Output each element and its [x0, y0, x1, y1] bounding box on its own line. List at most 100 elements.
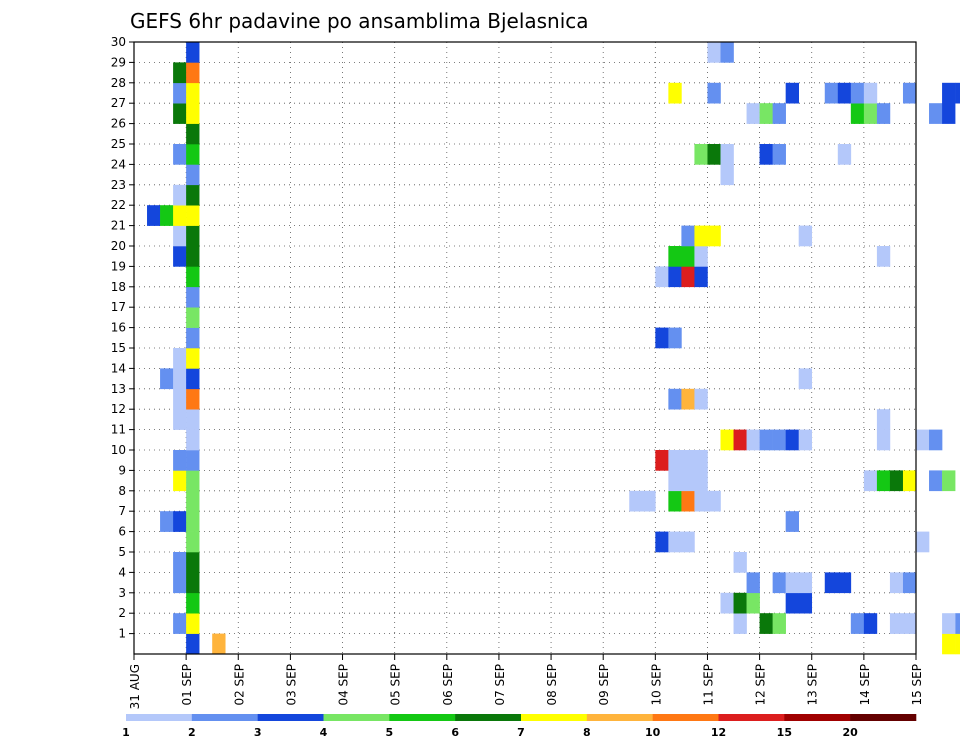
heatmap-cell: [876, 470, 891, 492]
heatmap-cell: [173, 409, 187, 430]
heatmap-cell: [824, 82, 839, 104]
heatmap-cell: [733, 552, 747, 573]
heatmap-cell: [173, 552, 187, 573]
heatmap-cell: [707, 42, 721, 63]
heatmap-cell: [668, 266, 682, 288]
y-tick-label: 30: [111, 35, 126, 49]
grid-lines: [134, 42, 916, 654]
x-tick-label: 05 SEP: [389, 664, 403, 706]
heatmap-cell: [942, 103, 956, 124]
chart-title: GEFS 6hr padavine po ansamblima Bjelasni…: [130, 9, 589, 33]
heatmap-cell: [186, 511, 200, 532]
heatmap-cell: [186, 62, 200, 84]
heatmap-cell: [173, 184, 187, 206]
y-tick-label: 26: [111, 117, 126, 131]
heatmap-cell: [707, 490, 721, 512]
heatmap-cell: [681, 246, 695, 267]
heatmap-cell: [186, 123, 200, 145]
x-tick-label: 03 SEP: [284, 664, 298, 706]
heatmap-cell: [694, 266, 708, 288]
heatmap-cell: [212, 633, 226, 655]
heatmap-cell: [955, 82, 960, 104]
heatmap-cell: [681, 225, 695, 247]
heatmap-cell: [694, 470, 708, 492]
y-tick-label: 6: [118, 525, 126, 539]
heatmap-cell: [733, 613, 747, 634]
y-tick-label: 1: [118, 627, 126, 641]
heatmap-cell: [186, 246, 200, 267]
colorbar-segment: [191, 714, 258, 721]
heatmap-cell: [785, 82, 799, 104]
colorbar-tick-label: 7: [517, 726, 525, 739]
x-tick-label: 15 SEP: [910, 664, 924, 706]
heatmap-cell: [186, 164, 200, 186]
heatmap-cell: [850, 103, 865, 124]
heatmap-cell: [772, 144, 786, 165]
heatmap-cell: [707, 82, 721, 104]
heatmap-cell: [785, 572, 799, 594]
heatmap-cell: [186, 144, 200, 165]
heatmap-cell: [902, 470, 917, 492]
heatmap-cell: [876, 103, 891, 124]
heatmap-cell: [173, 82, 187, 104]
x-tick-label: 11 SEP: [701, 664, 715, 706]
heatmap-cell: [186, 42, 200, 63]
heatmap-cell: [746, 429, 760, 451]
heatmap-cell: [173, 388, 187, 410]
heatmap-cell: [772, 613, 786, 634]
heatmap-cell: [681, 531, 695, 553]
heatmap-cell: [824, 572, 839, 594]
heatmap-cell: [876, 409, 891, 430]
heatmap-cell: [655, 266, 669, 288]
heatmap-cell: [694, 450, 708, 471]
heatmap-cell: [707, 144, 721, 165]
heatmap-cell: [186, 266, 200, 288]
heatmap-cell: [720, 429, 734, 451]
x-tick-label: 12 SEP: [754, 664, 768, 706]
x-tick-label: 08 SEP: [545, 664, 559, 706]
colorbar-segment: [126, 714, 193, 721]
heatmap-cell: [863, 82, 878, 104]
heatmap-cell: [694, 388, 708, 410]
colorbar-tick-label: 15: [777, 726, 792, 739]
y-tick-label: 5: [118, 545, 126, 559]
x-tick-label: 04 SEP: [337, 664, 351, 706]
heatmap-cell: [173, 470, 187, 492]
colorbar-tick-label: 8: [583, 726, 591, 739]
heatmap-cell: [863, 470, 878, 492]
heatmap-cell: [147, 205, 161, 226]
heatmap-cell: [186, 184, 200, 206]
y-tick-label: 2: [118, 606, 126, 620]
heatmap-cell: [942, 470, 956, 492]
y-tick-label: 8: [118, 484, 126, 498]
heatmap-cell: [681, 266, 695, 288]
heatmap-cell: [668, 490, 682, 512]
heatmap-cell: [772, 572, 786, 594]
y-tick-label: 15: [111, 341, 126, 355]
heatmap-cell: [173, 246, 187, 267]
y-tick-label: 9: [118, 463, 126, 477]
y-tick-label: 29: [111, 55, 126, 69]
heatmap-cell: [186, 552, 200, 573]
y-tick-label: 27: [111, 96, 126, 110]
x-tick-label: 10 SEP: [649, 664, 663, 706]
heatmap-cell: [681, 388, 695, 410]
heatmap-cell: [186, 592, 200, 614]
y-tick-label: 25: [111, 137, 126, 151]
heatmap-cell: [681, 450, 695, 471]
x-tick-label: 09 SEP: [597, 664, 611, 706]
colorbar-tick-label: 2: [188, 726, 196, 739]
x-tick-label: 02 SEP: [232, 664, 246, 706]
colorbar-segment: [323, 714, 390, 721]
heatmap-cell: [655, 327, 669, 349]
y-tick-label: 24: [111, 157, 126, 171]
heatmap-cell: [629, 490, 643, 512]
colorbar-segment: [850, 714, 917, 721]
heatmap-cell: [173, 348, 187, 369]
heatmap-cell: [929, 429, 943, 451]
colorbar-tick-label: 6: [451, 726, 459, 739]
heatmap-cell: [720, 42, 734, 63]
heatmap-cell: [902, 82, 917, 104]
colorbar-tick-label: 3: [254, 726, 262, 739]
heatmap-cell: [746, 592, 760, 614]
